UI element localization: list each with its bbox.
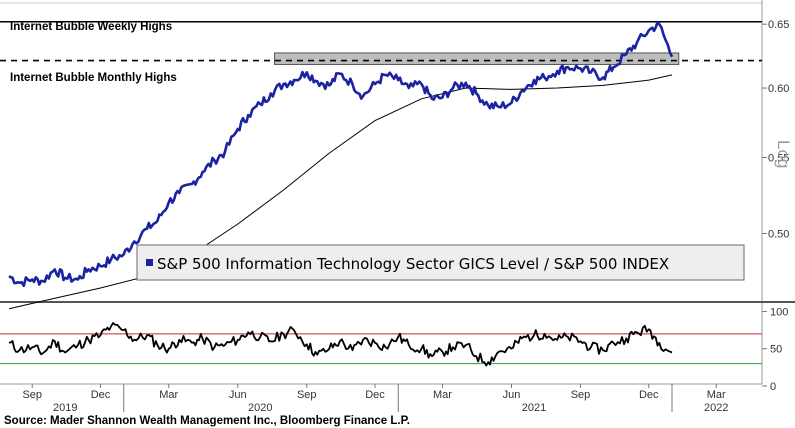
rsi-y-ticks: 100 50 0 [762, 306, 788, 393]
y-tick-label: 0.65 [768, 19, 789, 31]
y-tick-label: 0.55 [768, 152, 789, 164]
ratio-series-layer [8, 20, 674, 288]
x-month-label: Dec [639, 389, 659, 401]
y-tick-label: 0.50 [768, 228, 789, 240]
x-year-label: 2019 [53, 402, 77, 414]
x-year-label: 2022 [704, 402, 728, 414]
rsi-line [8, 322, 673, 367]
ratio-series-line [8, 20, 674, 288]
resistance-band-layer [274, 52, 680, 65]
x-month-label: Jun [503, 389, 521, 401]
y-tick-label: 0.60 [768, 83, 789, 95]
x-year-label: 2020 [248, 402, 272, 414]
resistance-band [274, 52, 680, 65]
rsi-tick-label: 0 [770, 381, 776, 393]
x-month-label: Mar [707, 389, 726, 401]
legend-label: S&P 500 Information Technology Sector GI… [157, 255, 669, 273]
x-axis: Sep Dec Mar Jun Sep Dec Mar Jun Sep Dec Mar 2019 202… [22, 384, 728, 414]
monthly-highs-label: Internet Bubble Monthly Highs [10, 72, 177, 84]
x-month-label: Mar [159, 389, 178, 401]
rsi-series-layer [8, 322, 673, 367]
rsi-tick-label: 50 [770, 344, 782, 356]
main-y-ticks: 0.65 0.60 0.55 0.50 [762, 19, 789, 240]
moving-average-line [8, 74, 673, 310]
legend-box [136, 244, 745, 281]
legend: S&P 500 Information Technology Sector GI… [136, 244, 745, 281]
log-scale-label: Log [774, 140, 793, 168]
weekly-highs-label: Internet Bubble Weekly Highs [10, 21, 172, 33]
reference-lines-layer [0, 20, 762, 62]
rsi-tick-label: 100 [770, 306, 788, 318]
x-month-label: Dec [365, 389, 385, 401]
moving-average-layer [8, 74, 673, 310]
x-month-label: Sep [297, 389, 317, 401]
x-month-label: Dec [91, 389, 111, 401]
x-month-label: Sep [22, 389, 42, 401]
source-note: Source: Mader Shannon Wealth Management … [4, 415, 410, 427]
x-month-label: Jun [229, 389, 247, 401]
x-month-label: Mar [433, 389, 452, 401]
x-month-label: Sep [571, 389, 591, 401]
x-year-label: 2021 [522, 402, 546, 414]
legend-marker [146, 259, 153, 266]
